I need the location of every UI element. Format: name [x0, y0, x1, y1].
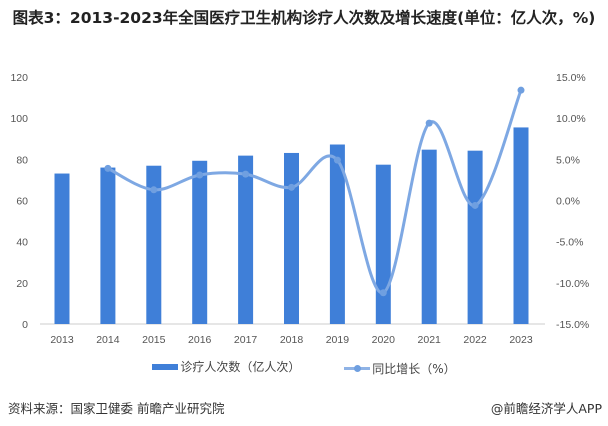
x-tick: 2018	[280, 334, 304, 346]
y-right-tick: -5.0%	[556, 237, 583, 249]
legend-item-bar[interactable]: 诊疗人次数（亿人次）	[152, 358, 300, 375]
growth-point-2021	[425, 119, 433, 127]
y-left-tick: 120	[10, 72, 28, 84]
y-right-tick: 15.0%	[556, 72, 586, 84]
y-right-tick: 10.0%	[556, 113, 586, 125]
y-right-tick: -10.0%	[556, 278, 589, 290]
bar-2021	[421, 149, 437, 324]
x-tick: 2016	[188, 334, 212, 346]
legend-line-swatch	[344, 364, 371, 372]
bar-2020	[375, 164, 391, 324]
y-right-tick: 5.0%	[556, 154, 580, 166]
y-left-tick: 80	[16, 154, 28, 166]
growth-point-2014	[104, 164, 112, 172]
bar-2023	[513, 127, 529, 324]
legend-label: 诊疗人次数（亿人次）	[180, 360, 301, 374]
bar-2016	[192, 160, 208, 324]
y-left-tick: 60	[16, 196, 28, 208]
y-left-tick: 100	[10, 113, 28, 125]
source-note: 资料来源：国家卫健委 前瞻产业研究院	[8, 401, 225, 416]
bar-2017	[238, 155, 254, 324]
growth-point-2015	[150, 186, 158, 194]
growth-point-2016	[196, 171, 204, 179]
y-left-tick: 40	[16, 237, 28, 249]
y-left-tick: 20	[16, 278, 28, 290]
credit: @前瞻经济学人APP	[490, 401, 602, 416]
growth-point-2020	[379, 289, 387, 297]
chart-title: 图表3：2013-2023年全国医疗卫生机构诊疗人次数及增长速度(单位：亿人次，…	[12, 9, 596, 27]
legend-bar-swatch	[152, 363, 179, 370]
growth-line	[107, 89, 523, 295]
growth-point-2023	[517, 86, 525, 94]
y-right-tick: -15.0%	[556, 319, 589, 331]
bar-2019	[329, 144, 345, 324]
legend: 诊疗人次数（亿人次） 同比增长（%）	[0, 358, 608, 377]
y-right-tick: 0.0%	[556, 196, 580, 208]
growth-point-2017	[242, 170, 250, 178]
bar-2015	[146, 165, 162, 324]
bar-2018	[284, 152, 299, 324]
x-tick: 2019	[326, 334, 350, 346]
x-tick: 2017	[234, 334, 258, 346]
legend-item-line[interactable]: 同比增长（%）	[344, 360, 456, 377]
x-tick: 2022	[463, 334, 487, 346]
x-tick: 2015	[142, 334, 166, 346]
bar-2014	[100, 167, 116, 324]
x-tick: 2014	[96, 334, 120, 346]
x-tick: 2023	[509, 334, 533, 346]
legend-label: 同比增长（%）	[372, 361, 456, 376]
growth-point-2022	[471, 201, 479, 209]
growth-point-2019	[333, 156, 341, 164]
y-left-tick: 0	[22, 319, 28, 331]
growth-point-2018	[288, 183, 295, 191]
x-tick: 2021	[418, 334, 442, 346]
x-tick: 2020	[372, 334, 396, 346]
bar-2013	[54, 173, 70, 324]
bar-2022	[467, 150, 483, 324]
x-tick: 2013	[50, 334, 74, 346]
